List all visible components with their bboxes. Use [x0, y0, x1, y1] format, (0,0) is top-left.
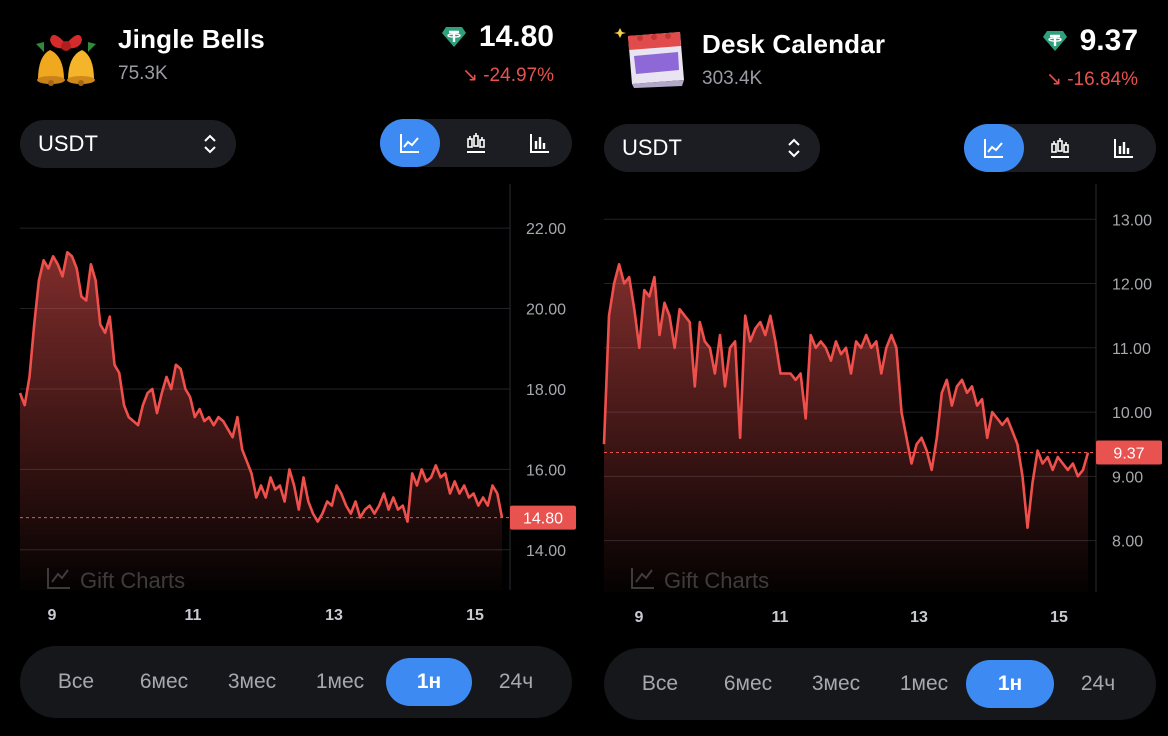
- currency-label: USDT: [38, 131, 98, 156]
- desk-calendar-icon: [614, 22, 686, 88]
- price-change: ↘ -16.84%: [1046, 69, 1138, 90]
- price: 14.80: [478, 20, 554, 53]
- currency-select[interactable]: USDT: [20, 120, 236, 168]
- tether-icon: [1042, 31, 1067, 51]
- range-all[interactable]: Все: [641, 672, 679, 695]
- gift-name: Jingle Bells: [118, 24, 265, 54]
- watermark-chart-icon: [631, 568, 654, 589]
- price: 9.37: [1079, 24, 1138, 57]
- x-tick-label: 15: [466, 607, 484, 624]
- y-tick-label: 16.00: [526, 462, 566, 479]
- y-tick-label: 18.00: [526, 382, 566, 399]
- x-tick-label: 13: [910, 609, 928, 626]
- y-tick-label: 11.00: [1112, 341, 1151, 358]
- time-range-bar: Все 6мес 3мес 1мес 1н 24ч: [604, 648, 1156, 720]
- y-tick-label: 13.00: [1112, 212, 1152, 229]
- x-tick-label: 11: [185, 607, 202, 624]
- watermark: Gift Charts: [631, 568, 769, 593]
- tether-icon: [441, 27, 466, 47]
- price-area-fill: [20, 252, 502, 591]
- watermark-text: Gift Charts: [80, 568, 185, 593]
- range-1w[interactable]: 1н: [386, 658, 472, 706]
- range-all[interactable]: Все: [57, 670, 95, 693]
- watermark-text: Gift Charts: [664, 568, 769, 593]
- gift-panel-jingle-bells: Jingle Bells 75.3K 14.80 ↘ -24.97% USDT …: [18, 20, 576, 718]
- price-chart: 13.00 12.00 11.00 10.00 9.00 8.00 9.37 9 11 13 15 G…: [602, 184, 1162, 626]
- gift-volume: 75.3K: [118, 63, 168, 84]
- x-tick-label: 9: [48, 607, 57, 624]
- candlestick-icon: [1051, 138, 1069, 158]
- jingle-bells-icon: [30, 22, 102, 88]
- y-tick-label: 22.00: [526, 221, 566, 238]
- bar-chart-icon: [530, 134, 549, 153]
- currency-select[interactable]: USDT: [604, 124, 820, 172]
- price-change: ↘ -24.97%: [462, 65, 554, 86]
- watermark-chart-icon: [47, 568, 70, 589]
- time-range-bar: Все 6мес 3мес 1мес 1н 24ч: [20, 646, 572, 718]
- current-price-tag: [1096, 440, 1162, 465]
- price-line: [602, 263, 1090, 529]
- x-tick-label: 11: [772, 609, 789, 626]
- range-24h[interactable]: 24ч: [498, 670, 534, 693]
- price-row: 14.80: [441, 20, 554, 54]
- range-6m[interactable]: 6мес: [723, 672, 773, 695]
- price-row: 9.37: [1042, 24, 1138, 58]
- x-tick-label: 13: [325, 607, 343, 624]
- watermark: Gift Charts: [47, 568, 185, 593]
- bar-chart-icon: [1114, 139, 1133, 158]
- chart-type-switch: [964, 124, 1156, 172]
- range-1m[interactable]: 1мес: [899, 672, 949, 695]
- bar-chart-button[interactable]: [510, 119, 570, 167]
- candlestick-icon: [467, 133, 485, 153]
- gift-name: Desk Calendar: [702, 29, 886, 59]
- currency-label: USDT: [622, 135, 682, 160]
- y-tick-label: 12.00: [1112, 277, 1152, 294]
- candlestick-button[interactable]: [1030, 124, 1090, 172]
- line-chart-button[interactable]: [380, 119, 440, 167]
- current-price-tag: [510, 505, 576, 530]
- y-tick-label: 20.00: [526, 302, 566, 319]
- line-chart-icon: [400, 134, 419, 153]
- chart-type-switch: [380, 119, 572, 167]
- gift-panel-desk-calendar: Desk Calendar 303.4K 9.37 ↘ -16.84% USDT…: [584, 0, 1168, 736]
- chevron-up-down-icon: [788, 138, 800, 158]
- y-tick-label: 10.00: [1112, 405, 1152, 422]
- y-tick-label: 8.00: [1112, 534, 1143, 551]
- range-24h[interactable]: 24ч: [1080, 672, 1116, 695]
- price-chart: 22.00 20.00 18.00 16.00 14.00 14.80 9 11 13 15 Gif…: [18, 184, 576, 624]
- x-tick-label: 9: [635, 609, 644, 626]
- price-line: [18, 251, 504, 523]
- gift-volume: 303.4K: [702, 68, 763, 89]
- range-1w[interactable]: 1н: [966, 660, 1054, 708]
- x-tick-label: 15: [1050, 609, 1068, 626]
- current-price-label: 9.37: [1113, 446, 1144, 463]
- candlestick-button[interactable]: [446, 119, 506, 167]
- range-3m[interactable]: 3мес: [811, 672, 861, 695]
- bar-chart-button[interactable]: [1094, 124, 1154, 172]
- price-area-fill: [604, 264, 1088, 592]
- line-chart-button[interactable]: [964, 124, 1024, 172]
- current-price-label: 14.80: [523, 511, 563, 528]
- chevron-up-down-icon: [204, 134, 216, 154]
- line-chart-icon: [984, 139, 1003, 158]
- range-6m[interactable]: 6мес: [139, 670, 189, 693]
- y-tick-label: 9.00: [1112, 469, 1143, 486]
- range-1m[interactable]: 1мес: [315, 670, 365, 693]
- y-tick-label: 14.00: [526, 543, 566, 560]
- range-3m[interactable]: 3мес: [227, 670, 277, 693]
